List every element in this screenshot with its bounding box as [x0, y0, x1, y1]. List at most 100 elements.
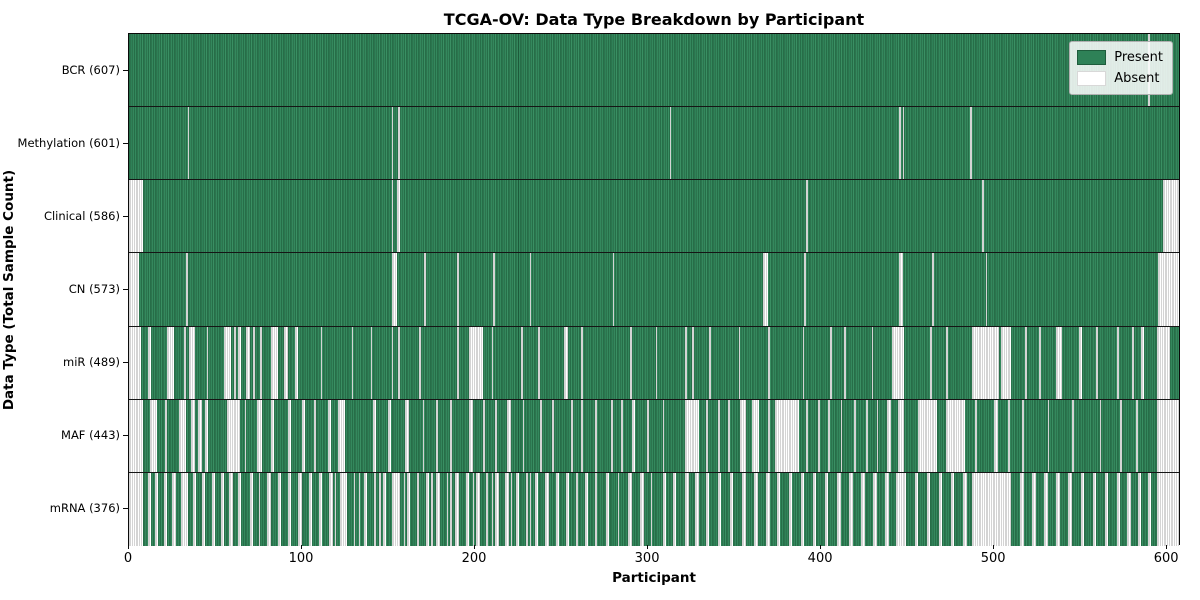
absent-stripe — [1071, 399, 1074, 472]
absent-stripe — [1080, 472, 1085, 546]
absent-stripe — [595, 399, 597, 472]
absent-stripe — [631, 399, 635, 472]
absent-stripe — [571, 399, 573, 472]
absent-stripe — [564, 326, 568, 399]
absent-stripe — [379, 472, 382, 546]
absent-stripe — [1156, 399, 1179, 472]
absent-stripe — [358, 472, 361, 546]
absent-stripe — [318, 472, 323, 546]
absent-stripe — [650, 472, 653, 546]
absent-stripe — [830, 326, 832, 399]
absent-stripe — [301, 399, 306, 472]
x-tick-mark — [301, 545, 302, 549]
absent-stripe — [534, 472, 539, 546]
heatmap-row-clinical — [129, 180, 1179, 254]
absent-stripe — [994, 399, 998, 472]
absent-stripe — [424, 253, 427, 326]
absent-stripe — [767, 326, 770, 399]
y-tick-label-maf: MAF (443) — [61, 428, 120, 443]
absent-stripe — [1021, 399, 1024, 472]
absent-stripe — [382, 472, 387, 546]
absent-stripe — [522, 399, 525, 472]
absent-stripe — [1135, 399, 1138, 472]
absent-stripe — [431, 472, 433, 546]
absent-stripe — [334, 472, 337, 546]
legend-absent-label: Absent — [1114, 71, 1160, 86]
absent-stripe — [491, 326, 494, 399]
absent-stripe — [752, 399, 760, 472]
absent-stripe — [685, 399, 699, 472]
absent-stripe — [621, 399, 623, 472]
legend-item-absent: Absent — [1077, 68, 1163, 89]
absent-stripe — [166, 326, 174, 399]
absent-stripe — [705, 399, 708, 472]
absent-stripe — [805, 180, 808, 253]
absent-stripe — [398, 107, 401, 180]
absent-stripe — [229, 472, 233, 546]
absent-stripe — [709, 326, 711, 399]
absent-stripe — [363, 472, 368, 546]
absent-stripe — [450, 472, 452, 546]
absent-stripe — [526, 472, 528, 546]
absent-stripe — [885, 472, 889, 546]
absent-stripe — [581, 326, 584, 399]
absent-stripe — [220, 472, 224, 546]
absent-stripe — [201, 472, 205, 546]
absent-stripe — [1127, 472, 1131, 546]
absent-stripe — [861, 472, 865, 546]
absent-stripe — [472, 472, 475, 546]
absent-stripe — [1056, 472, 1060, 546]
absent-stripe — [843, 326, 846, 399]
absent-stripe — [436, 472, 440, 546]
absent-stripe — [669, 107, 672, 180]
absent-stripe — [871, 326, 874, 399]
absent-stripe — [147, 326, 152, 399]
absent-stripe — [495, 472, 499, 546]
y-tick-label-cn: CN (573) — [68, 282, 120, 296]
absent-stripe — [788, 472, 793, 546]
absent-stripe — [313, 399, 316, 472]
x-tick-label-0: 0 — [123, 551, 133, 566]
absent-stripe — [776, 472, 781, 546]
absent-stripe — [396, 180, 401, 253]
absent-stripe — [742, 472, 746, 546]
absent-stripe — [211, 472, 216, 546]
absent-stripe — [129, 253, 140, 326]
absent-stripe — [824, 472, 829, 546]
absent-stripe — [419, 326, 421, 399]
absent-stripe — [298, 472, 302, 546]
absent-stripe — [1025, 326, 1028, 399]
absent-stripe — [1156, 326, 1171, 399]
chart-title: TCGA-OV: Data Type Breakdown by Particip… — [443, 10, 865, 29]
absent-stripe — [612, 253, 615, 326]
absent-stripe — [391, 472, 401, 546]
absent-stripe — [521, 326, 523, 399]
absent-stripe — [391, 180, 394, 253]
absent-stripe — [284, 326, 288, 399]
absent-stripe — [187, 107, 190, 180]
absent-stripe — [876, 399, 879, 472]
absent-stripe — [672, 472, 677, 546]
absent-stripe — [351, 326, 354, 399]
heatmap-row-maf — [129, 399, 1179, 473]
absent-stripe — [180, 472, 188, 546]
absent-stripe — [552, 399, 554, 472]
absent-stripe — [1099, 399, 1102, 472]
absent-stripe — [971, 326, 1000, 399]
y-tick-mark — [123, 508, 128, 509]
y-tick-label-clinical: Clinical (586) — [43, 208, 120, 223]
absent-stripe — [405, 399, 409, 472]
absent-stripe — [529, 472, 532, 546]
absent-stripe — [450, 399, 452, 472]
absent-stripe — [662, 472, 667, 546]
absent-stripe — [640, 472, 644, 546]
absent-stripe — [204, 399, 209, 472]
absent-stripe — [828, 399, 831, 472]
absent-stripe — [258, 472, 261, 546]
absent-stripe — [854, 399, 857, 472]
absent-stripe — [1147, 472, 1152, 546]
absent-stripe — [391, 326, 394, 399]
absent-stripe — [695, 472, 699, 546]
absent-stripe — [804, 253, 806, 326]
